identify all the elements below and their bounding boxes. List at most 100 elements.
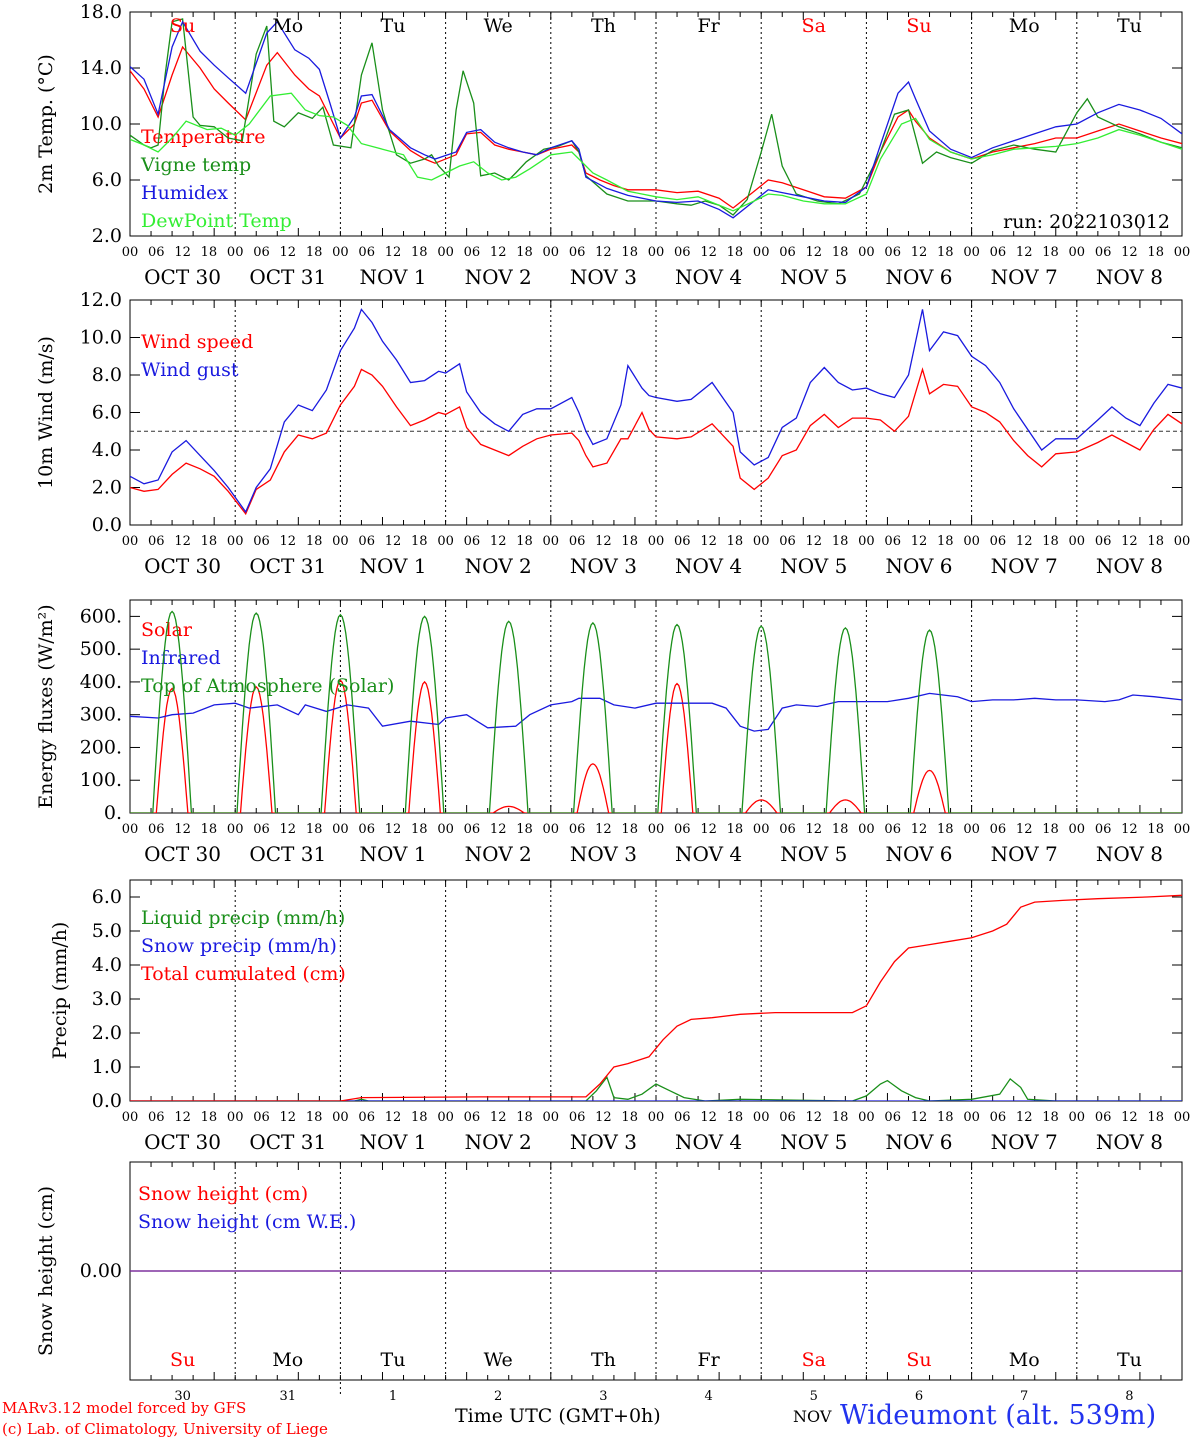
day-label: Tu	[381, 15, 406, 37]
hour-label: 12	[595, 822, 612, 837]
series-line	[130, 20, 1182, 219]
day-number-label: 4	[704, 1389, 712, 1404]
hour-label: 12	[490, 245, 507, 260]
hour-label: 12	[700, 822, 717, 837]
hour-label: 18	[411, 534, 428, 549]
hour-label: 18	[1042, 534, 1059, 549]
hour-label: 06	[779, 534, 796, 549]
y-tick-label: 10.0	[80, 327, 122, 349]
y-tick-label: 500.	[80, 638, 122, 660]
hour-label: 12	[806, 534, 823, 549]
hour-label: 12	[1121, 245, 1138, 260]
date-label: NOV 6	[885, 554, 952, 578]
hour-label: 06	[779, 1110, 796, 1125]
series-line	[130, 679, 1182, 813]
hour-label: 00	[1069, 245, 1086, 260]
hour-label: 00	[543, 245, 560, 260]
hour-label: 06	[779, 245, 796, 260]
hour-label: 06	[1095, 1110, 1112, 1125]
hour-label: 18	[411, 1110, 428, 1125]
y-tick-label: 300.	[80, 704, 122, 726]
date-label: NOV 7	[991, 1130, 1058, 1154]
hour-label: 06	[990, 534, 1007, 549]
hour-label: 18	[1147, 245, 1164, 260]
hour-label: 18	[516, 534, 533, 549]
day-label: Mo	[272, 15, 303, 37]
y-tick-label: 10.0	[80, 113, 122, 135]
hour-label: 00	[753, 822, 770, 837]
y-axis-label: Energy fluxes (W/m²)	[35, 604, 57, 808]
hour-label: 12	[595, 245, 612, 260]
hour-label: 00	[753, 534, 770, 549]
hour-label: 06	[464, 1110, 481, 1125]
date-label: NOV 1	[359, 1130, 426, 1154]
hour-label: 06	[358, 822, 375, 837]
hour-label: 06	[464, 245, 481, 260]
hour-label: 12	[280, 1110, 297, 1125]
date-label: NOV 1	[359, 265, 426, 289]
hour-label: 00	[1069, 822, 1086, 837]
hour-label: 00	[648, 245, 665, 260]
hour-label: 06	[148, 534, 165, 549]
hour-label: 18	[727, 1110, 744, 1125]
y-tick-label: 6.0	[92, 886, 122, 908]
hour-label: 18	[937, 1110, 954, 1125]
hour-label: 06	[884, 822, 901, 837]
date-label: NOV 2	[465, 842, 532, 866]
series-line	[130, 1075, 1182, 1101]
hour-label: 18	[201, 822, 218, 837]
hour-label: 00	[227, 1110, 244, 1125]
hour-label: 12	[1121, 822, 1138, 837]
y-tick-label: 0.00	[80, 1260, 122, 1282]
y-tick-label: 0.	[104, 802, 122, 824]
date-label: NOV 3	[570, 265, 637, 289]
hour-label: 00	[1174, 245, 1191, 260]
hour-label: 12	[174, 1110, 191, 1125]
hour-label: 12	[1016, 245, 1033, 260]
hour-label: 00	[648, 534, 665, 549]
hour-label: 06	[884, 534, 901, 549]
y-tick-label: 0.0	[92, 514, 122, 536]
hour-label: 12	[1121, 534, 1138, 549]
hour-label: 18	[621, 534, 638, 549]
hour-label: 12	[1016, 822, 1033, 837]
hour-label: 12	[490, 822, 507, 837]
hour-label: 12	[385, 534, 402, 549]
y-tick-label: 4.0	[92, 954, 122, 976]
hour-label: 18	[306, 245, 323, 260]
y-tick-label: 600.	[80, 605, 122, 627]
hour-label: 00	[1174, 1110, 1191, 1125]
day-number-label: 5	[810, 1389, 818, 1404]
panel-4: 6.0 5.0 4.0 3.0 2.0 1.0 0.0 Precip (mm/h) Liquid…	[49, 879, 1191, 1154]
hour-label: 00	[858, 245, 875, 260]
hour-label: 18	[832, 245, 849, 260]
hour-label: 06	[464, 822, 481, 837]
hour-label: 06	[779, 822, 796, 837]
hour-label: 00	[858, 534, 875, 549]
date-label: OCT 31	[249, 1130, 326, 1154]
day-number-label: 1	[389, 1389, 397, 1404]
y-tick-label: 6.0	[92, 169, 122, 191]
date-label: OCT 30	[144, 842, 221, 866]
hour-label: 00	[1174, 534, 1191, 549]
hour-label: 00	[332, 245, 349, 260]
hour-label: 00	[122, 822, 139, 837]
hour-label: 18	[727, 822, 744, 837]
date-label: NOV 7	[991, 265, 1058, 289]
hour-label: 06	[358, 245, 375, 260]
date-label: NOV 8	[1096, 1130, 1163, 1154]
hour-label: 18	[727, 534, 744, 549]
lab-credit: (c) Lab. of Climatology, University of L…	[2, 1420, 328, 1438]
hour-label: 06	[569, 245, 586, 260]
day-label: We	[484, 1349, 513, 1371]
date-label: NOV 5	[780, 265, 847, 289]
hour-label: 06	[569, 822, 586, 837]
date-label: NOV 5	[780, 842, 847, 866]
date-label: NOV 4	[675, 265, 742, 289]
hour-label: 00	[963, 822, 980, 837]
hour-label: 00	[648, 1110, 665, 1125]
day-label: Mo	[272, 1349, 303, 1371]
hour-label: 00	[332, 822, 349, 837]
hour-label: 06	[569, 534, 586, 549]
day-label: Fr	[697, 15, 720, 37]
